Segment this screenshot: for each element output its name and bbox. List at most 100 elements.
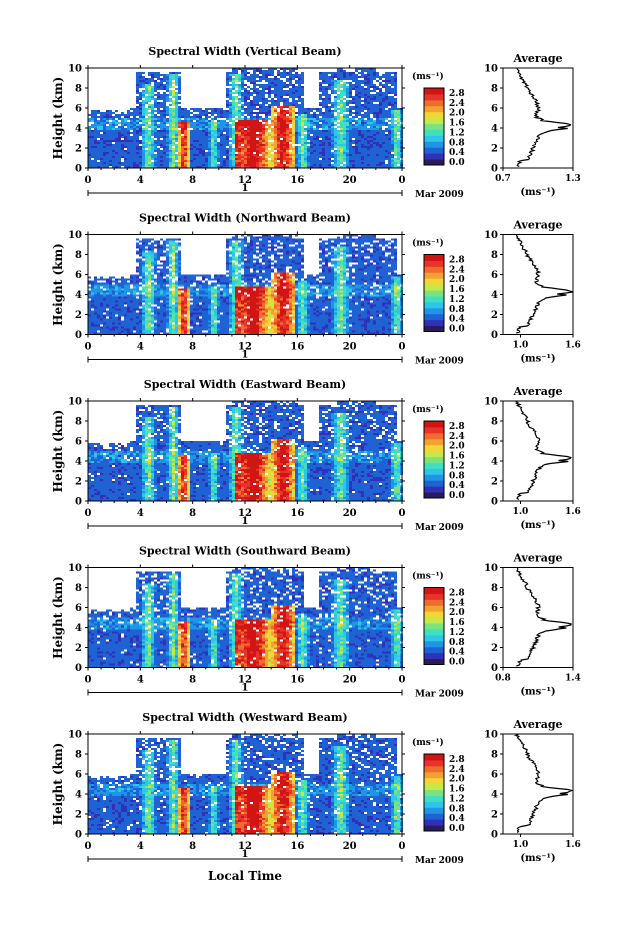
heatmap-cell (166, 298, 169, 301)
heatmap-cell (262, 142, 265, 144)
heatmap-cell (193, 160, 196, 162)
heatmap-cell (259, 68, 262, 70)
heatmap-cell (250, 132, 253, 134)
heatmap-cell (190, 148, 193, 150)
heatmap-cell (172, 102, 175, 104)
heatmap-cell (262, 128, 265, 130)
heatmap-cell (295, 102, 298, 104)
heatmap-cell (361, 122, 364, 124)
heatmap-cell (163, 242, 166, 245)
colorbar-tick-label: 1.6 (449, 119, 465, 129)
heatmap-cell (343, 98, 346, 100)
heatmap-cell (205, 116, 208, 118)
heatmap-cell (325, 148, 328, 150)
heatmap-cell (166, 154, 169, 156)
heatmap-cell (172, 100, 175, 102)
heatmap-cell (184, 164, 187, 166)
heatmap-cell (175, 82, 178, 84)
heatmap-cell (103, 308, 106, 311)
heatmap-cell (136, 322, 139, 325)
heatmap-cell (142, 140, 145, 142)
heatmap-cell (280, 106, 283, 108)
heatmap-cell (283, 166, 286, 168)
heatmap-cell (109, 144, 112, 146)
heatmap-cell (193, 128, 196, 130)
heatmap-cell (139, 84, 142, 86)
heatmap-cell (127, 322, 130, 325)
heatmap-cell (319, 124, 322, 126)
heatmap-cell (133, 318, 136, 321)
heatmap-cell (223, 116, 226, 118)
heatmap-cell (193, 114, 196, 116)
heatmap-cell (160, 156, 163, 158)
heatmap-cell (373, 84, 376, 86)
heatmap-cell (214, 112, 217, 114)
heatmap-cell (334, 90, 337, 92)
heatmap-cell (214, 146, 217, 148)
heatmap-cell (313, 166, 316, 168)
heatmap-cell (103, 330, 106, 333)
heatmap-cell (304, 130, 307, 132)
heatmap-cell (214, 142, 217, 144)
heatmap-cell (370, 138, 373, 140)
heatmap-cell (271, 78, 274, 80)
heatmap-cell (169, 158, 172, 160)
heatmap-cell (145, 242, 148, 245)
heatmap-cell (112, 318, 115, 321)
heatmap-cell (340, 72, 343, 74)
heatmap-cell (397, 148, 400, 150)
heatmap-cell (262, 86, 265, 88)
heatmap-cell (94, 282, 97, 285)
heatmap-cell (370, 158, 373, 160)
heatmap-cell (256, 160, 259, 162)
heatmap-cell (379, 160, 382, 162)
heatmap-cell (157, 162, 160, 164)
heatmap-cell (373, 150, 376, 152)
heatmap-cell (112, 280, 115, 283)
heatmap-cell (226, 72, 229, 74)
heatmap-cell (148, 100, 151, 102)
heatmap-cell (376, 152, 379, 154)
heatmap-cell (289, 88, 292, 90)
heatmap-cell (280, 142, 283, 144)
heatmap-cell (157, 322, 160, 325)
heatmap-cell (226, 158, 229, 160)
heatmap-cell (142, 142, 145, 144)
heatmap-cell (163, 158, 166, 160)
heatmap-cell (202, 126, 205, 128)
heatmap-cell (214, 150, 217, 152)
heatmap-cell (103, 282, 106, 285)
heatmap-cell (271, 136, 274, 138)
heatmap-cell (343, 136, 346, 138)
heatmap-cell (352, 80, 355, 82)
heatmap-cell (388, 138, 391, 140)
heatmap-cell (139, 134, 142, 136)
heatmap-cell (130, 148, 133, 150)
heatmap-cell (151, 146, 154, 148)
heatmap-cell (349, 88, 352, 90)
heatmap-cell (268, 68, 271, 70)
avg-x-tick-label: 0.7 (495, 174, 511, 184)
heatmap-cell (274, 94, 277, 96)
heatmap-cell (307, 154, 310, 156)
heatmap-cell (172, 128, 175, 130)
heatmap-cell (127, 146, 130, 148)
heatmap-cell (220, 110, 223, 112)
heatmap-cell (145, 114, 148, 116)
x-tick-label: 0 (399, 175, 406, 186)
heatmap-cell (163, 306, 166, 309)
heatmap-cell (352, 112, 355, 114)
heatmap-cell (367, 112, 370, 114)
heatmap-cell (343, 102, 346, 104)
heatmap-cell (289, 148, 292, 150)
heatmap-cell (88, 118, 91, 120)
heatmap-cell (187, 138, 190, 140)
heatmap-cell (250, 158, 253, 160)
heatmap-cell (133, 304, 136, 307)
heatmap-cell (169, 242, 172, 245)
heatmap-cell (169, 274, 172, 277)
heatmap-cell (349, 106, 352, 108)
heatmap-cell (292, 130, 295, 132)
heatmap-cell (163, 328, 166, 331)
heatmap-cell (262, 152, 265, 154)
